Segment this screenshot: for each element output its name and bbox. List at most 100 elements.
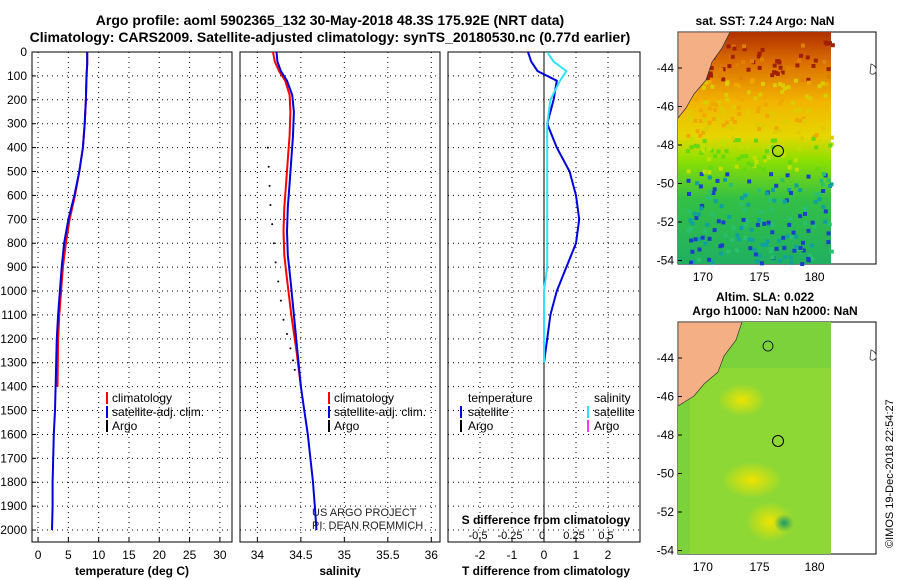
sst-pixel [746,202,751,207]
sst-pixel [800,136,804,141]
sst-pixel [716,219,721,224]
sst-pixel [793,78,798,83]
sst-pixel [696,257,701,262]
sst-pixel [752,91,757,96]
legend-argo: Argo [334,419,360,433]
sst-pixel [823,209,828,214]
sst-pixel [797,107,802,112]
sst-pixel [710,260,715,265]
sst-pixel [772,83,777,88]
sst-pixel [763,158,768,163]
temperature-legend: climatology satellite-adj. clim. Argo [106,391,204,433]
sst-pixel [745,110,750,114]
sst-pixel [693,237,698,242]
sst-pixel [786,69,791,74]
sst-pixel [803,211,807,216]
sst-pixel [730,54,735,59]
sst-pixel [732,120,737,125]
sst-pixel [725,82,730,87]
sst-pixel [705,222,710,227]
sst-pixel [786,66,791,71]
y-tick-label: 200 [7,93,27,107]
sst-pixel [745,145,750,150]
argo-point [289,347,292,350]
sst-pixel [695,144,700,149]
sst-pixel [756,109,760,114]
sst-pixel [689,260,693,265]
sst-pixel [686,133,691,138]
sst-pixel [711,117,716,122]
x-tick-label: 34.5 [289,548,313,562]
sst-pixel [703,96,708,101]
sst-pixel [698,108,703,113]
legend-t-satellite: satellite [468,405,509,419]
sst-pixel [724,149,729,154]
sst-pixel [829,135,834,140]
sst-pixel [778,101,783,106]
sst-pixel [736,83,741,88]
sst-pixel [798,188,803,193]
sst-pixel [775,59,780,64]
sst-pixel [719,251,723,256]
sst-pixel [826,231,831,236]
sst-pixel [820,81,825,86]
sst-pixel [796,146,801,151]
y-tick-label: 400 [7,141,27,155]
sst-pixel [770,222,775,227]
sst-pixel [705,80,710,85]
sst-pixel [721,154,726,159]
sst-pixel [772,70,776,75]
x-tick-label: -1 [507,548,518,562]
sst-pixel [812,224,817,229]
temperature-axis-ticks: 0 5 10 15 20 25 30 [35,537,227,562]
legend-climatology: climatology [334,391,394,405]
sst-pixel [743,223,748,228]
sla-map-title-line2: Argo h1000: NaN h2000: NaN [692,304,857,318]
sst-pixel [763,95,767,100]
sst-pixel [774,70,779,75]
sst-pixel [770,255,775,260]
sst-pixel [756,218,761,223]
climatology-line [272,52,302,387]
sst-pixel [736,138,741,143]
sst-pixel [705,76,710,81]
sst-pixel [820,126,825,130]
sst-pixel [828,41,832,46]
sst-pixel [687,209,692,214]
sst-pixel [688,218,693,223]
sst-pixel [829,249,834,254]
sst-pixel [731,225,736,230]
sst-pixel [828,184,832,188]
sst-pixel [706,124,711,129]
sst-pixel [694,97,699,102]
y-tick-label: 1600 [0,427,27,441]
sst-map-title: sat. SST: 7.24 Argo: NaN [696,14,835,28]
sst-pixel [781,235,786,240]
sst-pixel [723,233,728,238]
x-tick-label: 10 [92,548,106,562]
map-y-tick-label: -54 [657,544,675,558]
sst-pixel [744,154,749,159]
x-tick-label: 30 [213,548,227,562]
sst-pixel [794,234,799,239]
legend-t-argo: Argo [468,419,494,433]
map-x-tick-label: 170 [693,270,713,284]
sst-pixel [743,235,748,240]
sst-pixel [811,136,816,141]
sst-pixel [795,118,799,122]
credit-line1: US ARGO PROJECT [312,507,417,519]
sst-pixel [729,126,734,131]
argo-point [274,261,277,264]
sst-pixel [790,66,795,71]
sst-pixel [817,197,822,202]
legend-s-argo: Argo [594,419,620,433]
x-tick-label: 35 [338,548,352,562]
sst-pixel [761,170,766,174]
salinity-satellite-line [543,52,568,363]
sst-pixel [735,248,739,253]
map-x-tick-label: 170 [693,560,713,574]
sst-pixel [789,235,794,240]
sst-pixel [705,194,709,199]
sst-pixel [730,117,735,122]
sst-pixel [690,221,695,226]
